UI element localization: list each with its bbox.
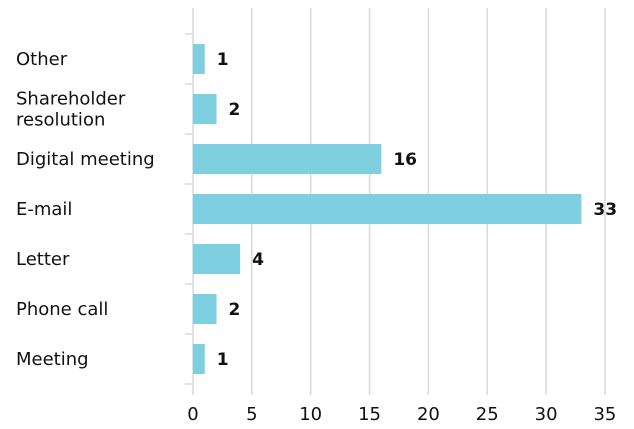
category-label-line: Digital meeting: [16, 149, 155, 170]
bar: [193, 144, 382, 174]
bar-value-label: 2: [229, 100, 241, 120]
category-label-line: Meeting: [16, 349, 89, 370]
category-label: Meeting: [16, 349, 89, 370]
category-label: Letter: [16, 249, 70, 270]
category-label: Shareholder resolution: [16, 89, 126, 131]
x-tick-label: 35: [593, 404, 616, 425]
bar: [193, 94, 217, 124]
category-label-line: resolution: [16, 110, 105, 131]
bar-value-label: 1: [217, 50, 229, 70]
x-tick-label: 30: [535, 404, 558, 425]
category-label-line: Other: [16, 49, 68, 70]
x-tick-label: 15: [358, 404, 381, 425]
bar-value-label: 1: [217, 350, 229, 370]
category-label: Other: [16, 49, 68, 70]
bar-layer: [193, 44, 582, 374]
x-tick-label: 10: [299, 404, 322, 425]
category-label-line: Letter: [16, 249, 70, 270]
category-label: Digital meeting: [16, 149, 155, 170]
bar: [193, 244, 241, 274]
x-tick-label: 5: [246, 404, 257, 425]
bar-value-label: 16: [393, 150, 417, 170]
category-label-line: E-mail: [16, 199, 72, 220]
bar-value-label: 33: [593, 200, 617, 220]
category-label: Phone call: [16, 299, 108, 320]
bar-value-label: 4: [252, 250, 264, 270]
x-tick-label: 25: [476, 404, 499, 425]
category-label-line: Phone call: [16, 299, 108, 320]
category-label-line: Shareholder: [16, 89, 126, 110]
bar: [193, 344, 205, 374]
bar: [193, 194, 582, 224]
x-tick-label: 20: [417, 404, 440, 425]
bar-value-label: 2: [229, 300, 241, 320]
bar: [193, 294, 217, 324]
x-tick-label: 0: [187, 404, 198, 425]
label-layer: 0 5 10 15 20 25 30 35 1 Meeting 2 Phone call 4 Letter…: [16, 49, 617, 425]
bar: [193, 44, 205, 74]
category-label: E-mail: [16, 199, 72, 220]
